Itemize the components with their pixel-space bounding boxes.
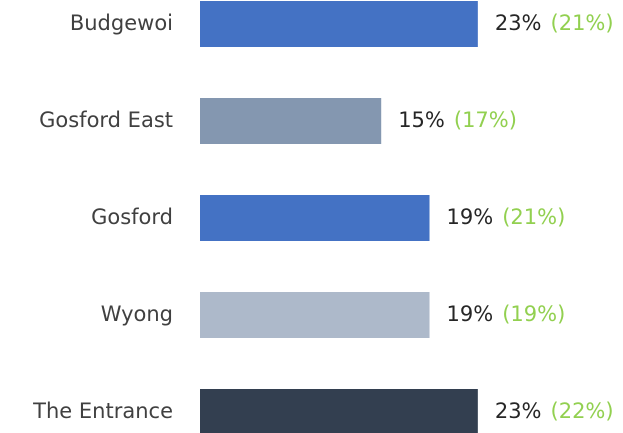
comparison-label: (21%)	[551, 11, 614, 35]
comparison-label: (19%)	[502, 302, 565, 326]
value-label: 19%	[447, 302, 494, 326]
comparison-label: (17%)	[454, 108, 517, 132]
bar	[200, 389, 478, 433]
comparison-label: (22%)	[551, 399, 614, 423]
value-label: 19%	[447, 205, 494, 229]
category-label: The Entrance	[32, 399, 173, 423]
bar	[200, 292, 430, 338]
bar	[200, 195, 430, 241]
bar	[200, 98, 382, 144]
category-label: Gosford East	[39, 108, 173, 132]
value-label: 15%	[398, 108, 445, 132]
category-label: Gosford	[91, 205, 173, 229]
category-label: Wyong	[101, 302, 173, 326]
comparison-label: (21%)	[502, 205, 565, 229]
bar	[200, 1, 478, 47]
value-label: 23%	[495, 399, 542, 423]
value-label: 23%	[495, 11, 542, 35]
category-label: Budgewoi	[70, 11, 173, 35]
